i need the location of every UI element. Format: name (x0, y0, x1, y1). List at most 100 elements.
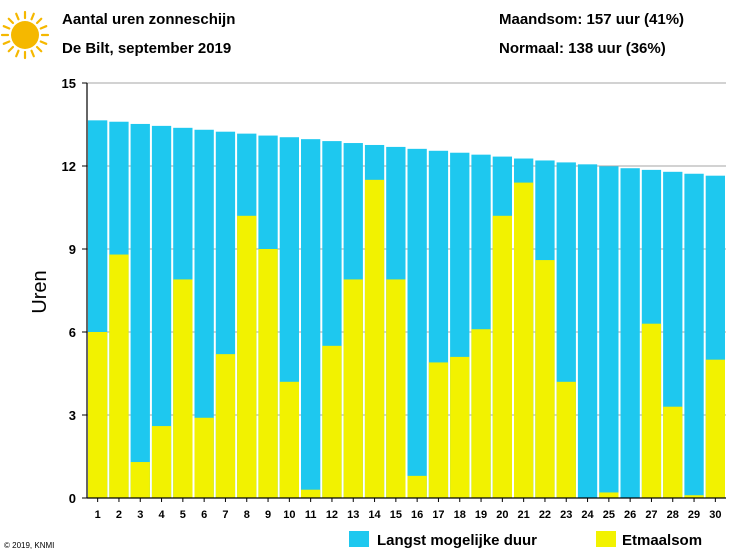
bar-daily-sum (535, 260, 555, 498)
bar-daily-sum (450, 356, 470, 498)
normal-value: Normaal: 138 uur (36%) (499, 40, 666, 57)
x-tick-label: 5 (180, 509, 186, 521)
x-tick-label: 18 (454, 509, 466, 521)
bar-daily-sum (322, 345, 342, 498)
x-tick-label: 23 (560, 509, 572, 521)
bar-max-duration (599, 166, 619, 498)
x-tick-label: 24 (581, 509, 594, 521)
sun-ray (7, 45, 15, 53)
bar-daily-sum (514, 182, 534, 498)
bar-daily-sum (641, 323, 662, 498)
bar-daily-sum (684, 495, 704, 498)
x-tick-label: 9 (265, 509, 271, 521)
y-tick-labels: 0 3 6 9 12 15 (62, 76, 76, 506)
bar-daily-sum (258, 249, 278, 498)
x-tick-label: 28 (667, 509, 679, 521)
x-tick-label: 2 (116, 509, 122, 521)
bar-daily-sum (215, 354, 236, 498)
bar-daily-sum (109, 254, 129, 498)
sun-ray (2, 40, 11, 45)
legend: Langst mogelijke duur Etmaalsom (349, 531, 702, 549)
legend-label-daily-sum: Etmaalsom (622, 532, 702, 549)
bar-daily-sum (151, 426, 172, 498)
x-tick-label: 20 (496, 509, 508, 521)
copyright-notice: © 2019, KNMI (4, 541, 55, 550)
x-tick-label: 11 (305, 509, 317, 521)
bar-daily-sum (301, 489, 321, 498)
x-tick-label: 6 (201, 509, 207, 521)
sun-ray (35, 17, 43, 25)
bar-max-duration (301, 139, 321, 498)
x-tick-label: 8 (244, 509, 250, 521)
bar-max-duration (194, 129, 214, 499)
bar-daily-sum (237, 215, 257, 499)
x-tick-label: 30 (709, 509, 721, 521)
legend-swatch-max-duration (349, 531, 369, 547)
bar-daily-sum (705, 359, 725, 498)
y-tick-label: 9 (69, 242, 76, 257)
month-total: Maandsom: 157 uur (41%) (499, 11, 685, 28)
bar-daily-sum (173, 279, 193, 498)
bar-daily-sum (428, 362, 449, 498)
bars (88, 120, 725, 499)
bar-daily-sum (88, 332, 108, 498)
x-tick-label: 22 (539, 509, 551, 521)
bar-max-duration (577, 164, 598, 498)
bar-daily-sum (663, 406, 683, 498)
bar-max-duration (684, 173, 704, 498)
x-tick-label: 7 (222, 509, 228, 521)
legend-swatch-daily-sum (596, 531, 616, 547)
sun-ray (39, 25, 48, 30)
x-tick-label: 19 (475, 509, 487, 521)
y-tick-label: 12 (62, 159, 76, 174)
y-tick-label: 0 (69, 491, 76, 506)
sun-ray (39, 40, 48, 45)
x-tick-label: 27 (645, 509, 657, 521)
bar-daily-sum (471, 329, 491, 498)
bar-daily-sum (130, 462, 150, 498)
sun-ray (35, 45, 43, 53)
x-tick-label: 25 (603, 509, 615, 521)
bar-daily-sum (599, 492, 619, 498)
sun-icon (0, 10, 50, 60)
sun-ray (30, 49, 35, 58)
bar-daily-sum (194, 417, 214, 498)
bar-max-duration (620, 168, 640, 499)
x-tick-label: 3 (137, 509, 143, 521)
x-tick-label: 14 (368, 509, 381, 521)
sun-ray (15, 12, 20, 21)
sun-ray (30, 12, 35, 21)
bar-daily-sum (364, 179, 385, 499)
sun-ray (15, 49, 20, 58)
x-tick-label: 1 (95, 509, 101, 521)
y-tick-label: 15 (62, 76, 76, 91)
axes (82, 82, 726, 502)
x-tick-label: 26 (624, 509, 636, 521)
x-tick-label: 21 (518, 509, 530, 521)
bar-max-duration (151, 125, 172, 498)
x-tick-label: 13 (347, 509, 359, 521)
grid-lines (87, 82, 726, 416)
x-tick-label: 15 (390, 509, 402, 521)
x-tick-label: 16 (411, 509, 423, 521)
bar-max-duration (130, 123, 150, 499)
x-tick-label: 10 (283, 509, 295, 521)
legend-label-max-duration: Langst mogelijke duur (377, 532, 537, 549)
bar-max-duration (407, 148, 427, 498)
bar-daily-sum (343, 279, 363, 498)
bar-daily-sum (279, 381, 299, 498)
sun-disc (11, 21, 39, 49)
sun-ray (7, 17, 15, 25)
x-tick-label: 17 (432, 509, 444, 521)
bar-daily-sum (386, 279, 406, 498)
y-tick-label: 3 (69, 408, 76, 423)
sun-ray (2, 25, 11, 30)
x-tick-labels: 1 2 3 4 5 6 7 8 9 10 11 12 13 14 15 16 17 18 19 20 21 22 23 24 2… (95, 509, 722, 521)
bar-daily-sum (407, 475, 427, 498)
chart-subtitle: De Bilt, september 2019 (62, 40, 232, 57)
x-tick-label: 12 (326, 509, 338, 521)
bar-daily-sum (556, 381, 576, 498)
chart-title: Aantal uren zonneschijn (62, 11, 236, 28)
y-tick-label: 6 (69, 325, 76, 340)
x-tick-label: 4 (158, 509, 165, 521)
